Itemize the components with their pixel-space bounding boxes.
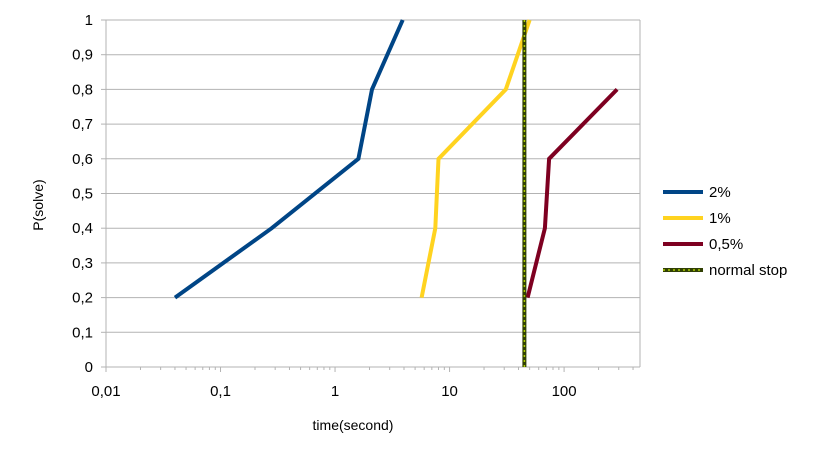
legend: 2% 1% 0,5% normal stop — [663, 184, 787, 279]
y-tick-label: 0,6 — [72, 151, 93, 168]
y-tick-label: 0,5 — [72, 186, 93, 203]
series-line-0-5 — [525, 88, 619, 299]
x-tick-label: 0,01 — [91, 383, 120, 400]
legend-label: normal stop — [709, 262, 787, 279]
y-tick-label: 0,2 — [72, 290, 93, 307]
series-line-1 — [419, 19, 532, 298]
y-tick-label: 0,1 — [72, 324, 93, 341]
y-tick-label: 0 — [85, 359, 93, 376]
series-line-2 — [173, 19, 405, 300]
y-tick-label: 0,4 — [72, 220, 93, 237]
series-lines — [173, 19, 619, 367]
tick-labels: 0 0,1 0,2 0,3 0,4 0,5 0,6 0,7 0,8 0,9 1 0,01 0,1 1 10 1… — [72, 12, 576, 400]
y-axis-title: P(solve) — [30, 179, 46, 230]
y-tick-label: 0,7 — [72, 116, 93, 133]
grid — [106, 19, 640, 368]
legend-label: 1% — [709, 210, 731, 227]
x-tick-label: 100 — [552, 383, 577, 400]
x-axis-title: time(second) — [313, 417, 394, 433]
y-tick-label: 0,9 — [72, 47, 93, 64]
legend-label: 2% — [709, 184, 731, 201]
x-tick-label: 0,1 — [210, 383, 231, 400]
axes — [101, 19, 641, 372]
y-tick-label: 0,3 — [72, 255, 93, 272]
y-tick-label: 0,8 — [72, 81, 93, 98]
legend-label: 0,5% — [709, 236, 743, 253]
y-tick-label: 1 — [85, 12, 93, 29]
x-tick-label: 10 — [441, 383, 458, 400]
x-tick-label: 1 — [331, 383, 339, 400]
